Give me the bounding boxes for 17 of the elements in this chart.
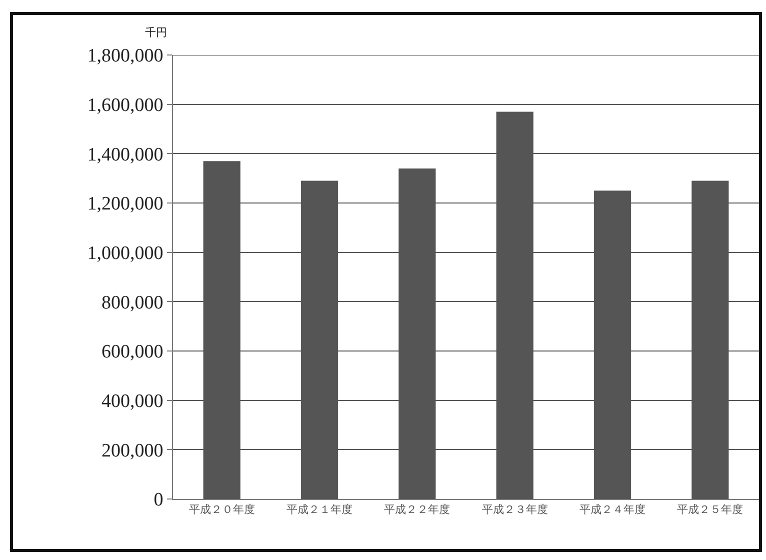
x-tick-label: 平成２２年度: [384, 503, 450, 516]
y-tick-label: 1,200,000: [87, 194, 164, 215]
y-tick-label: 200,000: [101, 440, 164, 462]
y-tick-label: 1,000,000: [87, 242, 164, 264]
y-tick-label: 600,000: [101, 342, 164, 363]
x-tick-label: 平成２０年度: [188, 503, 255, 516]
y-tick-label: 1,800,000: [87, 46, 164, 67]
y-tick-label: 1,400,000: [87, 144, 164, 166]
x-tick-label: 平成２３年度: [482, 503, 548, 516]
y-tick-label: 0: [154, 490, 164, 511]
x-tick-label: 平成２１年度: [286, 503, 352, 516]
y-tick-label: 400,000: [101, 390, 164, 412]
x-tick-label: 平成２５年度: [677, 503, 744, 516]
y-tick-label: 1,600,000: [87, 94, 164, 116]
y-axis-title: 千円: [145, 26, 167, 39]
y-tick-label: 800,000: [101, 292, 164, 314]
x-tick-label: 平成２４年度: [580, 503, 646, 516]
